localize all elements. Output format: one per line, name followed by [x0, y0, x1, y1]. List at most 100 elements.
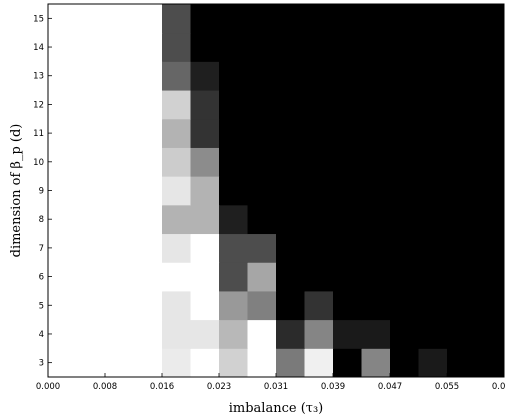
heatmap-cell [48, 118, 77, 148]
heatmap-cell [247, 290, 277, 321]
heatmap-cell [475, 290, 505, 321]
heatmap-cell [447, 204, 476, 235]
x-tick-label: 0.047 [378, 382, 402, 392]
heatmap-cell [304, 32, 334, 62]
x-tick-label: 0.000 [36, 382, 60, 392]
heatmap-cell [219, 176, 248, 206]
heatmap-cell [133, 176, 163, 206]
heatmap-cell [418, 204, 448, 235]
heatmap-cell [361, 319, 391, 349]
heatmap-cell [190, 348, 220, 378]
heatmap-cell [133, 147, 163, 177]
x-tick-label: 0.008 [93, 382, 117, 392]
heatmap-cell [475, 262, 505, 292]
heatmap-cell [304, 290, 334, 321]
heatmap-cell [390, 290, 419, 321]
heatmap-cell [247, 147, 277, 177]
heatmap-cell [190, 118, 220, 148]
y-tick-label: 9 [39, 187, 44, 197]
heatmap-cell [48, 233, 77, 263]
heatmap-cell [475, 176, 505, 206]
heatmap-cell [190, 319, 220, 349]
heatmap-cell [162, 290, 191, 321]
heatmap-cell [390, 262, 419, 292]
heatmap-cell [304, 4, 334, 34]
heatmap-cell [475, 32, 505, 62]
y-tick-label: 13 [33, 72, 44, 82]
y-tick-label: 11 [33, 129, 44, 139]
heatmap-cell [361, 176, 391, 206]
heatmap-cell [390, 118, 419, 148]
heatmap-cell [447, 233, 476, 263]
heatmap-cell [361, 290, 391, 321]
heatmap-cell [105, 290, 134, 321]
heatmap-cell [76, 4, 106, 34]
heatmap-cell [304, 176, 334, 206]
heatmap-cell [162, 262, 191, 292]
y-tick-label: 10 [33, 158, 44, 168]
heatmap-cell [361, 61, 391, 91]
heatmap-cell [304, 147, 334, 177]
heatmap-cell [162, 233, 191, 263]
heatmap-cell [48, 147, 77, 177]
heatmap-cell [247, 32, 277, 62]
heatmap-cell [219, 147, 248, 177]
heatmap-cell [105, 319, 134, 349]
heatmap-cell [76, 147, 106, 177]
heatmap-cell [475, 204, 505, 235]
heatmap-cell [304, 348, 334, 378]
x-tick-label: 0.023 [207, 382, 231, 392]
heatmap-cell [219, 118, 248, 148]
x-tick-label: 0.062 [492, 382, 506, 392]
x-tick-label: 0.031 [264, 382, 288, 392]
heatmap-cell [105, 32, 134, 62]
x-tick-label: 0.055 [435, 382, 459, 392]
heatmap-cell [76, 176, 106, 206]
heatmap-cell [418, 118, 448, 148]
heatmap-cell [219, 32, 248, 62]
heatmap-cell [162, 348, 191, 378]
y-tick-label: 6 [39, 273, 44, 283]
heatmap-cell [219, 204, 248, 235]
heatmap-cell [304, 118, 334, 148]
y-tick-label: 12 [33, 100, 44, 110]
heatmap-cell [247, 61, 277, 91]
heatmap-cell [247, 233, 277, 263]
heatmap-cell [190, 176, 220, 206]
heatmap-cell [105, 118, 134, 148]
heatmap-cell [133, 233, 163, 263]
heatmap-cell [418, 233, 448, 263]
heatmap-cell [333, 233, 362, 263]
heatmap-cell [76, 61, 106, 91]
y-tick-label: 14 [33, 43, 44, 53]
heatmap-cell [162, 32, 191, 62]
heatmap-cell [361, 4, 391, 34]
heatmap-cell [475, 118, 505, 148]
heatmap-cell [105, 348, 134, 378]
heatmap-cell [390, 32, 419, 62]
heatmap-cell [475, 90, 505, 120]
heatmap-cell [48, 262, 77, 292]
heatmap-cell [190, 61, 220, 91]
heatmap-cell [447, 32, 476, 62]
heatmap-cell [48, 290, 77, 321]
heatmap-cell [219, 348, 248, 378]
heatmap-cell [304, 90, 334, 120]
heatmap-cell [361, 204, 391, 235]
x-axis-label: imbalance (τ₃) [229, 401, 324, 416]
y-tick-label: 7 [39, 244, 44, 254]
heatmap-cell [447, 319, 476, 349]
heatmap-cell [390, 319, 419, 349]
heatmap-cell [276, 233, 305, 263]
heatmap-cell [390, 233, 419, 263]
heatmap-cell [333, 147, 362, 177]
heatmap-cell [105, 4, 134, 34]
heatmap-cell [76, 233, 106, 263]
heatmap-cell [133, 32, 163, 62]
heatmap-cell [276, 118, 305, 148]
heatmap-cell [418, 147, 448, 177]
heatmap-cell [105, 176, 134, 206]
heatmap-cell [133, 348, 163, 378]
heatmap-cell [447, 61, 476, 91]
heatmap-cell [475, 147, 505, 177]
